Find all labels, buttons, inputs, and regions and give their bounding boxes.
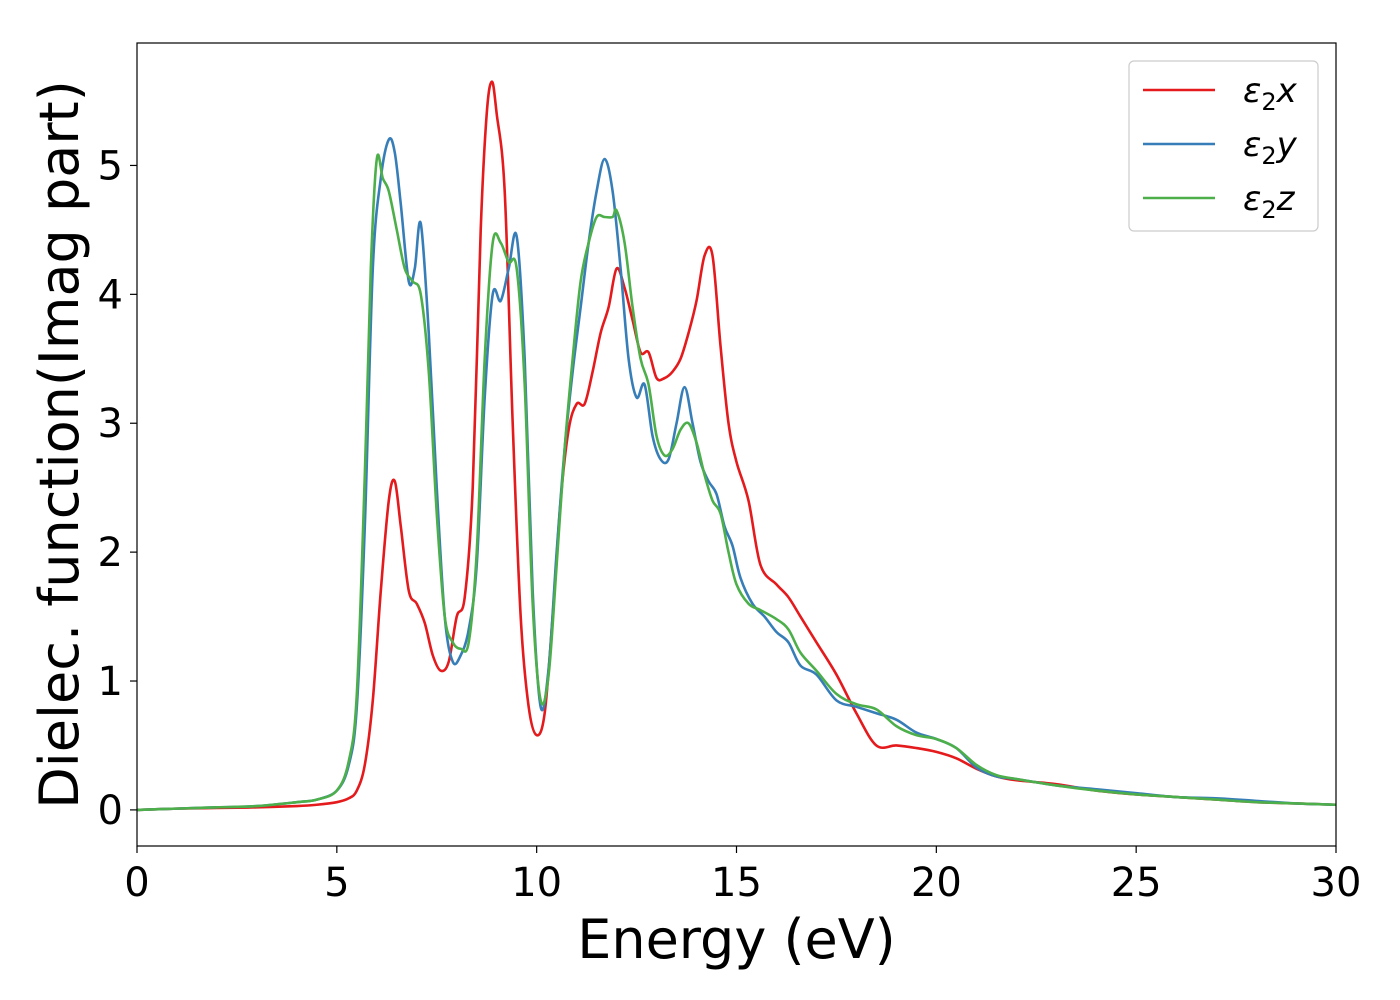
legend-label-y: ε2y bbox=[1243, 125, 1298, 170]
y-axis-title: Dielec. function(Imag part) bbox=[28, 80, 91, 809]
y-tick-label: 3 bbox=[98, 401, 123, 447]
x-tick-label: 10 bbox=[511, 860, 562, 906]
legend-label-z: ε2z bbox=[1243, 179, 1296, 224]
x-tick-label: 25 bbox=[1111, 860, 1162, 906]
series-line-z bbox=[137, 153, 1336, 812]
x-tick-label: 5 bbox=[324, 860, 349, 906]
y-tick-label: 2 bbox=[98, 530, 123, 576]
y-tick-label: 5 bbox=[98, 143, 123, 189]
x-tick-label: 15 bbox=[711, 860, 762, 906]
x-tick-label: 20 bbox=[911, 860, 962, 906]
y-axis-ticks: 0 1 2 3 4 5 bbox=[98, 143, 137, 834]
legend: ε2x ε2y ε2z bbox=[1128, 60, 1319, 232]
y-tick-label: 1 bbox=[98, 659, 123, 705]
legend-label-x: ε2x bbox=[1243, 71, 1298, 116]
x-tick-label: 30 bbox=[1311, 860, 1362, 906]
x-axis-title: Energy (eV) bbox=[577, 908, 896, 971]
legend-box bbox=[1128, 60, 1319, 232]
series-lines bbox=[137, 80, 1336, 812]
y-tick-label: 4 bbox=[98, 272, 123, 318]
x-tick-label: 0 bbox=[124, 860, 149, 906]
series-line-x bbox=[137, 80, 1336, 812]
y-tick-label: 0 bbox=[98, 788, 123, 834]
x-axis-ticks: 0 5 10 15 20 25 30 bbox=[124, 846, 1361, 906]
